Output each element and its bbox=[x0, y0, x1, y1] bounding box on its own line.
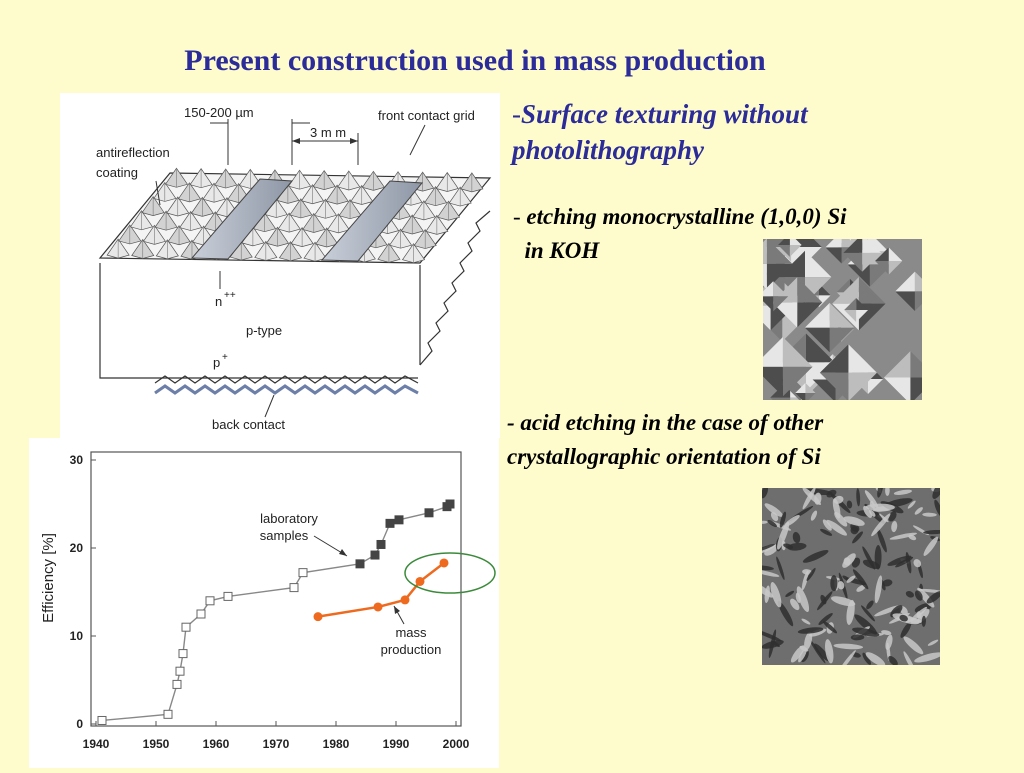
lab-data-point bbox=[172, 679, 182, 689]
back-contact-label: back contact bbox=[212, 417, 285, 432]
solar-cell-diagram: 150-200 µm 3 m m front contact grid anti… bbox=[60, 93, 500, 438]
acid-texture-image bbox=[762, 488, 940, 665]
contact-finger-1 bbox=[190, 178, 294, 260]
slide-title: Present construction used in mass produc… bbox=[184, 44, 766, 77]
x-tick-label: 2000 bbox=[443, 737, 470, 751]
lab-data-point bbox=[175, 666, 185, 676]
lab-data-point bbox=[394, 515, 404, 525]
solar-cell-diagram-svg: 150-200 µm 3 m m front contact grid anti… bbox=[96, 105, 492, 432]
dim-spacing-label: 3 m m bbox=[310, 125, 346, 140]
bullet-acid-etching: - acid etching in the case of other crys… bbox=[507, 410, 824, 469]
y-tick-label: 20 bbox=[70, 541, 84, 555]
lab-data-point bbox=[385, 518, 395, 528]
bullet-surface-texturing: -Surface texturing without photolithogra… bbox=[512, 99, 808, 165]
lab-data-point bbox=[355, 559, 365, 569]
n-label: n bbox=[215, 294, 222, 309]
plot-frame bbox=[90, 451, 462, 727]
lab-data-point bbox=[298, 568, 308, 578]
efficiency-chart: Efficiency [%] 1940 1950 1960 1970 1980 1990 2… bbox=[29, 438, 499, 768]
lab-annotation-2: samples bbox=[260, 528, 309, 543]
x-tick-label: 1960 bbox=[203, 737, 230, 751]
n-sup-label: ++ bbox=[224, 290, 236, 301]
lab-data-point bbox=[178, 649, 188, 659]
bullet-koh-etching: - etching monocrystalline (1,0,0) Si in … bbox=[513, 204, 847, 263]
mass-data-point bbox=[373, 602, 383, 612]
lab-data-point bbox=[181, 622, 191, 632]
arc-label-2: coating bbox=[96, 165, 138, 180]
contact-finger-2 bbox=[320, 180, 424, 262]
x-tick-label: 1940 bbox=[83, 737, 110, 751]
efficiency-chart-svg: Efficiency [%] 1940 1950 1960 1970 1980 1990 2… bbox=[40, 451, 470, 751]
lab-data-point bbox=[196, 609, 206, 619]
p-sup-label: + bbox=[222, 352, 228, 363]
y-tick-label: 30 bbox=[70, 453, 84, 467]
mass-annotation-1: mass bbox=[395, 625, 427, 640]
lab-data-point bbox=[424, 508, 434, 518]
front-grid-label: front contact grid bbox=[378, 108, 475, 123]
lab-data-point bbox=[163, 709, 173, 719]
x-tick-label: 1970 bbox=[263, 737, 290, 751]
lab-data-point bbox=[376, 539, 386, 549]
lab-data-point bbox=[370, 550, 380, 560]
series-group bbox=[97, 499, 455, 725]
x-tick-label: 1990 bbox=[383, 737, 410, 751]
lab-data-point bbox=[223, 591, 233, 601]
lab-data-point bbox=[445, 499, 455, 509]
koh-texture-image bbox=[763, 239, 922, 400]
mass-data-point bbox=[400, 595, 410, 605]
x-tick-label: 1950 bbox=[143, 737, 170, 751]
mass-data-point bbox=[313, 612, 323, 622]
mass-data-point bbox=[415, 576, 425, 586]
mass-annotation-2: production bbox=[381, 642, 442, 657]
lab-data-point bbox=[289, 583, 299, 593]
cell-side-texture bbox=[419, 210, 491, 366]
arc-label-1: antireflection bbox=[96, 145, 170, 160]
p-label: p bbox=[213, 355, 220, 370]
highlight-ellipse bbox=[404, 552, 496, 594]
lab-annotation-1: laboratory bbox=[260, 511, 318, 526]
y-axis: 0 10 20 30 bbox=[70, 453, 96, 731]
x-tick-label: 1980 bbox=[323, 737, 350, 751]
y-tick-label: 10 bbox=[70, 629, 84, 643]
dim-top-label: 150-200 µm bbox=[184, 105, 254, 120]
y-axis-label: Efficiency [%] bbox=[40, 533, 57, 623]
cell-front-edge bbox=[99, 263, 418, 379]
lab-data-point bbox=[205, 596, 215, 606]
mass-data-point bbox=[439, 558, 449, 568]
p-plus-layer bbox=[154, 375, 419, 384]
back-contact-layer bbox=[154, 384, 419, 395]
lab-data-point bbox=[97, 715, 107, 725]
p-type-label: p-type bbox=[246, 323, 282, 338]
x-axis: 1940 1950 1960 1970 1980 1990 2000 bbox=[83, 721, 470, 751]
y-tick-label: 0 bbox=[76, 717, 83, 731]
